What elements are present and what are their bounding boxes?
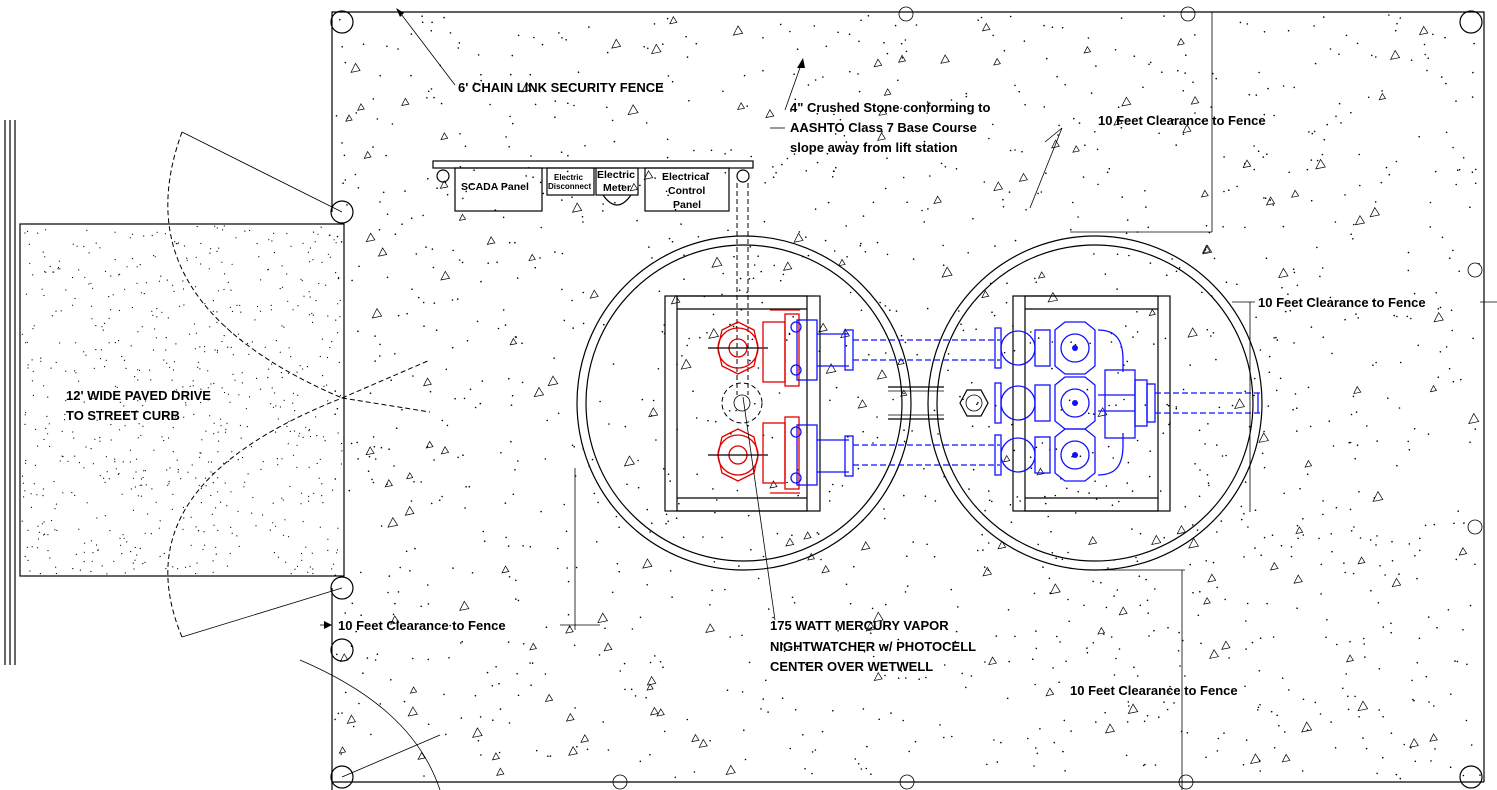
discharge-elbow-lower [790, 424, 1000, 486]
light-label-line2: NIGHTWATCHER w/ PHOTOCELL [770, 639, 976, 654]
meter-label-line2: Meter [603, 182, 631, 194]
disconnect-label-line2: Disconnect [548, 182, 591, 191]
header-outlet [1104, 369, 1262, 439]
disconnect-label-line1: Electric [554, 173, 583, 182]
dimension-lines [320, 8, 1497, 790]
gate-swing [167, 131, 441, 790]
clearance-right-label: 10 Feet Clearance to Fence [1258, 295, 1426, 310]
control-label-line1: Electrical [662, 171, 709, 183]
equipment-rack [432, 160, 754, 395]
light-label-line3: CENTER OVER WETWELL [770, 659, 933, 674]
stone-label-line1: 4" Crushed Stone conforming to [790, 100, 991, 115]
pump-upper [708, 309, 800, 387]
discharge-elbow-upper [790, 319, 1000, 381]
submersible-pumps [708, 309, 800, 494]
control-label-line2: Control [668, 185, 705, 197]
chain-link-fence [331, 11, 1485, 790]
drive-label-line1: 12' WIDE PAVED DRIVE [66, 388, 211, 403]
valve-vault [888, 235, 1263, 571]
fence-label: 6' CHAIN LINK SECURITY FENCE [458, 80, 664, 95]
valve-row-upper [994, 321, 1124, 375]
drive-label-line2: TO STREET CURB [66, 408, 180, 423]
clearance-top-right-label: 10 Feet Clearance to Fence [1098, 113, 1266, 128]
meter-label-line1: Electric [597, 169, 635, 181]
pump-lower [708, 416, 800, 494]
fence-posts [330, 6, 1483, 790]
discharge-piping [790, 319, 1262, 486]
stone-label-line3: slope away from lift station [790, 140, 958, 155]
crushed-stone-texture [334, 14, 1481, 780]
paved-drive-texture [21, 225, 343, 575]
valve-row-middle [994, 376, 1135, 430]
light-label-line1: 175 WATT MERCURY VAPOR [770, 618, 949, 633]
labels: 6' CHAIN LINK SECURITY FENCE 4" Crushed … [66, 80, 1426, 698]
clearance-left-bottom-label: 10 Feet Clearance to Fence [338, 618, 506, 633]
valve-row-lower [994, 428, 1124, 482]
stone-label-line2: AASHTO Class 7 Base Course [790, 120, 977, 135]
paved-drive [4, 120, 345, 665]
wetwell [576, 235, 912, 571]
control-label-line3: Panel [673, 199, 701, 211]
clearance-bottom-right-label: 10 Feet Clearance to Fence [1070, 683, 1238, 698]
scada-panel-label: SCADA Panel [461, 181, 529, 193]
